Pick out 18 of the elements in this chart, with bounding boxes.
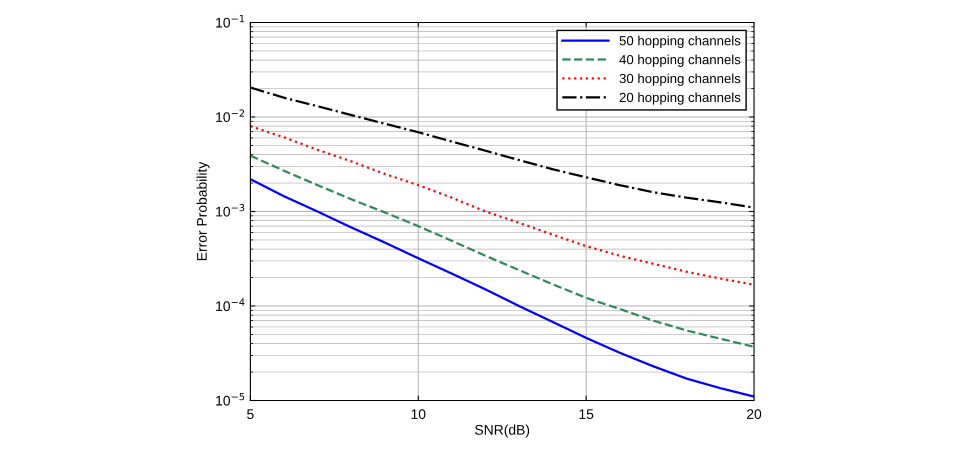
x-axis-title: SNR(dB) (475, 424, 530, 438)
legend-label: 50 hopping channels (620, 36, 740, 48)
line-series (250, 125, 754, 286)
legend-label: 30 hopping channels (620, 73, 740, 86)
y-tick-label: 10$^{−5}$ (216, 393, 244, 406)
line-series (250, 178, 754, 398)
y-axis-title: Error Probability (196, 162, 210, 260)
y-tick-label: 10$^{−1}$ (216, 15, 244, 28)
legend-label: 20 hopping channels (620, 92, 740, 105)
x-tick-label: 20 (747, 409, 762, 420)
y-tick-label: 10$^{−2}$ (216, 109, 244, 122)
line-series (250, 154, 754, 348)
y-tick-label: 10$^{−4}$ (216, 298, 244, 312)
y-tick-label: 10$^{−3}$ (216, 204, 244, 217)
legend-label: 40 hopping channels (619, 54, 740, 67)
x-tick-label: 5 (247, 409, 254, 420)
x-tick-label: 10 (412, 409, 426, 420)
x-tick-label: 15 (579, 409, 594, 420)
